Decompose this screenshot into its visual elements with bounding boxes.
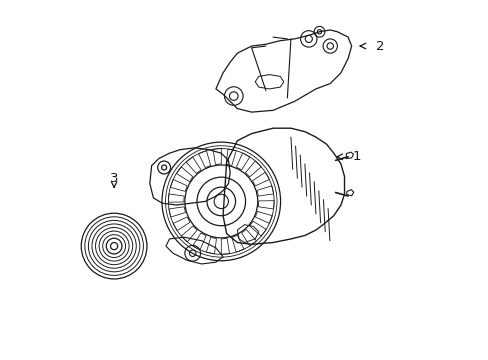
Polygon shape: [346, 152, 353, 158]
Text: 2: 2: [375, 40, 384, 53]
Text: 3: 3: [110, 172, 118, 185]
Text: 1: 1: [352, 150, 361, 163]
Polygon shape: [346, 190, 353, 196]
